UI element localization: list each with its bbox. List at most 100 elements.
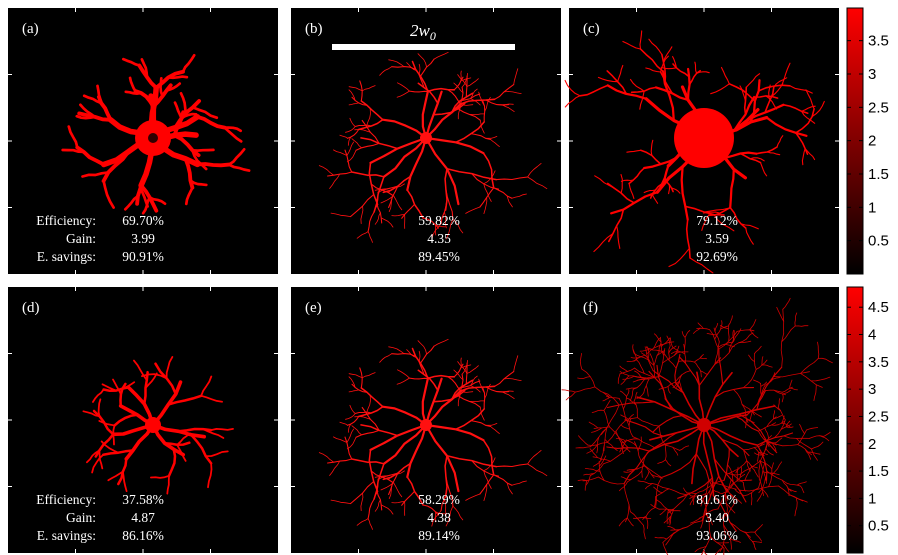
branch: [690, 515, 705, 524]
branch: [698, 495, 707, 501]
branch: [722, 543, 730, 552]
stat-value-savings: 86.16%: [122, 528, 164, 543]
branch: [672, 63, 690, 78]
branch: [485, 423, 498, 426]
branch: [694, 361, 701, 372]
branch: [585, 475, 591, 486]
stat-value-savings: 89.14%: [418, 528, 460, 543]
branch: [648, 424, 705, 452]
branch: [483, 170, 496, 185]
branch: [789, 85, 813, 94]
branch: [748, 411, 753, 422]
branch: [781, 386, 793, 393]
branch: [745, 332, 754, 340]
branch: [696, 71, 710, 74]
branch: [506, 195, 513, 208]
branch: [67, 125, 79, 149]
colorbar-tick-label: 3: [868, 66, 876, 83]
branch: [651, 474, 663, 479]
branch: [387, 183, 405, 193]
branch: [777, 398, 780, 408]
branch: [527, 450, 542, 465]
branch: [577, 376, 591, 379]
branch: [764, 378, 774, 387]
branch: [720, 320, 723, 330]
branch: [354, 416, 371, 420]
branch: [645, 67, 662, 73]
branch: [380, 483, 393, 491]
branch: [406, 62, 418, 72]
electrode-structure: [561, 297, 833, 555]
branch: [718, 348, 724, 385]
branch: [761, 356, 764, 366]
stat-label-gain: Gain:: [66, 231, 96, 246]
branch: [584, 480, 588, 491]
branch: [714, 547, 723, 555]
branch: [765, 116, 808, 137]
branch: [652, 415, 683, 433]
branch: [468, 113, 486, 115]
branch: [433, 51, 449, 60]
branch: [694, 545, 707, 553]
branch: [620, 476, 632, 480]
branch: [800, 358, 819, 374]
branch: [202, 428, 225, 439]
branch: [373, 463, 385, 500]
branch: [123, 194, 140, 211]
branch: [623, 396, 627, 410]
branch: [200, 394, 223, 403]
branch: [758, 461, 766, 489]
colorbar-2: 0.5 1 1.5 2 2.5 3 3.5 4 4.5: [846, 286, 889, 554]
branch: [653, 337, 660, 349]
branch: [738, 340, 752, 344]
branch: [630, 356, 642, 359]
branch: [107, 470, 124, 482]
branch: [698, 357, 722, 386]
panel-label: (a): [22, 21, 39, 37]
branch: [422, 217, 439, 229]
branch: [738, 413, 778, 454]
branch: [658, 425, 667, 446]
branch: [483, 484, 488, 501]
branch: [677, 351, 689, 353]
branch: [191, 148, 208, 171]
branch: [589, 463, 604, 476]
branch: [586, 444, 598, 454]
branch: [757, 84, 791, 92]
branch: [565, 391, 576, 401]
branch: [713, 489, 723, 494]
branch: [94, 433, 115, 458]
branch: [673, 345, 680, 356]
branch: [819, 435, 830, 442]
branch: [679, 380, 683, 391]
branch: [424, 102, 462, 140]
branch: [466, 365, 479, 374]
branch: [619, 481, 628, 492]
branch: [427, 374, 456, 380]
branch: [594, 386, 620, 406]
branch: [729, 206, 747, 229]
stat-value-efficiency: 69.70%: [122, 213, 164, 228]
branch: [598, 455, 607, 467]
branch: [695, 453, 714, 490]
branch: [172, 133, 201, 158]
branch: [629, 388, 634, 402]
branch: [699, 354, 704, 359]
branch: [625, 419, 665, 437]
colorbar-tick-label: 2.5: [868, 408, 889, 425]
branch: [626, 397, 637, 406]
branch: [223, 126, 243, 143]
branch: [465, 493, 481, 501]
branch: [701, 510, 707, 521]
branch: [666, 335, 671, 347]
branch: [604, 439, 618, 451]
branch: [628, 418, 632, 427]
branch: [347, 423, 352, 433]
branch: [781, 62, 791, 86]
branch: [689, 496, 694, 506]
branch: [195, 162, 231, 168]
branch: [644, 470, 650, 481]
branch: [727, 501, 736, 517]
branch: [653, 352, 660, 366]
stat-value-gain: 4.35: [427, 231, 451, 246]
